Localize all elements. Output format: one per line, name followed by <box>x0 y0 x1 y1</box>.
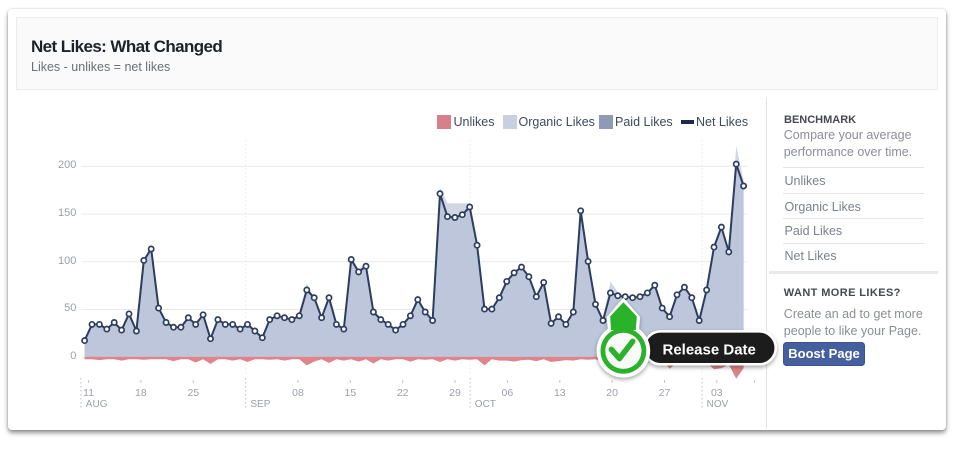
svg-text:Release Date: Release Date <box>663 341 756 358</box>
